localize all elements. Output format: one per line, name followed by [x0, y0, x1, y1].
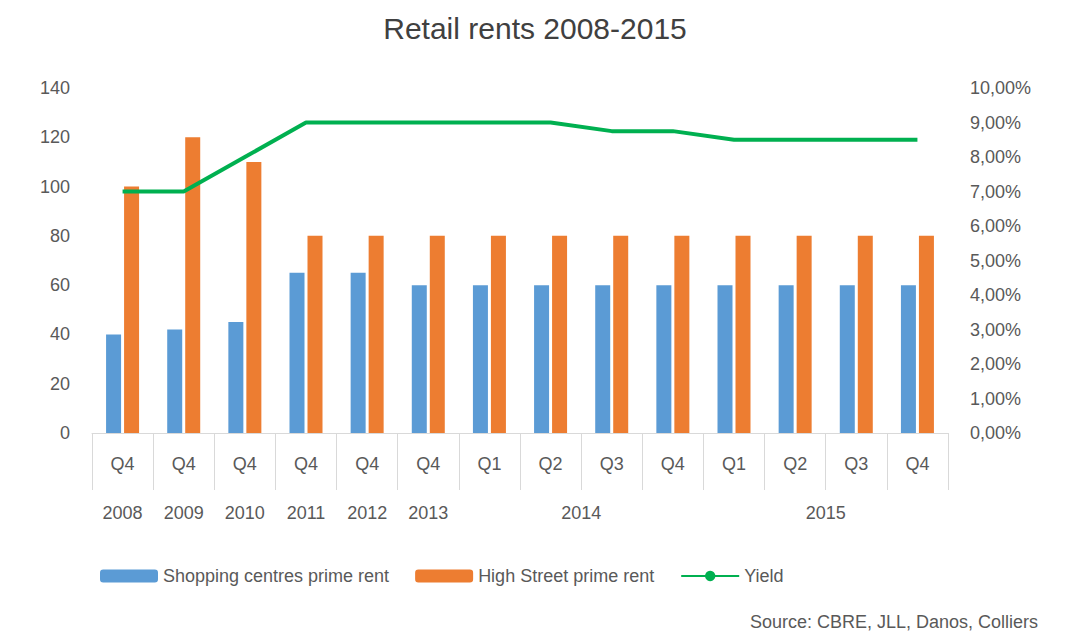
svg-text:Q4: Q4 — [661, 454, 685, 474]
svg-text:5,00%: 5,00% — [970, 251, 1021, 271]
svg-text:Q1: Q1 — [722, 454, 746, 474]
svg-text:Q4: Q4 — [355, 454, 379, 474]
svg-text:9,00%: 9,00% — [970, 113, 1021, 133]
svg-text:Shopping centres prime rent: Shopping centres prime rent — [163, 566, 389, 586]
svg-text:2008: 2008 — [103, 503, 143, 523]
svg-text:2011: 2011 — [287, 503, 326, 523]
svg-text:120: 120 — [40, 127, 70, 147]
svg-text:Q4: Q4 — [416, 454, 440, 474]
svg-text:2010: 2010 — [225, 503, 265, 523]
svg-text:Yield: Yield — [744, 566, 783, 586]
svg-text:2012: 2012 — [347, 503, 387, 523]
svg-text:6,00%: 6,00% — [970, 216, 1021, 236]
svg-text:Q4: Q4 — [294, 454, 318, 474]
svg-text:100: 100 — [40, 177, 70, 197]
svg-text:Retail rents 2008-2015: Retail rents 2008-2015 — [383, 12, 687, 45]
svg-text:7,00%: 7,00% — [970, 182, 1021, 202]
svg-text:High Street prime rent: High Street prime rent — [478, 566, 654, 586]
svg-text:60: 60 — [50, 275, 70, 295]
svg-text:Q4: Q4 — [905, 454, 929, 474]
svg-text:2,00%: 2,00% — [970, 354, 1021, 374]
svg-text:2015: 2015 — [806, 503, 846, 523]
svg-text:Q3: Q3 — [844, 454, 868, 474]
svg-text:80: 80 — [50, 226, 70, 246]
svg-text:2013: 2013 — [408, 503, 448, 523]
svg-text:Source: CBRE, JLL, Danos, Coll: Source: CBRE, JLL, Danos, Colliers — [750, 612, 1038, 632]
svg-text:Q2: Q2 — [783, 454, 807, 474]
svg-text:3,00%: 3,00% — [970, 320, 1021, 340]
svg-text:0: 0 — [60, 423, 70, 443]
svg-text:1,00%: 1,00% — [970, 389, 1021, 409]
svg-text:140: 140 — [40, 78, 70, 98]
svg-text:Q3: Q3 — [600, 454, 624, 474]
svg-text:Q4: Q4 — [172, 454, 196, 474]
svg-text:8,00%: 8,00% — [970, 147, 1021, 167]
svg-text:10,00%: 10,00% — [970, 78, 1031, 98]
svg-text:2014: 2014 — [561, 503, 601, 523]
svg-text:Q4: Q4 — [111, 454, 135, 474]
svg-text:20: 20 — [50, 374, 70, 394]
svg-text:40: 40 — [50, 324, 70, 344]
svg-text:Q4: Q4 — [233, 454, 257, 474]
svg-text:Q1: Q1 — [477, 454, 501, 474]
svg-text:4,00%: 4,00% — [970, 285, 1021, 305]
svg-text:2009: 2009 — [164, 503, 204, 523]
svg-text:Q2: Q2 — [539, 454, 563, 474]
svg-text:0,00%: 0,00% — [970, 423, 1021, 443]
